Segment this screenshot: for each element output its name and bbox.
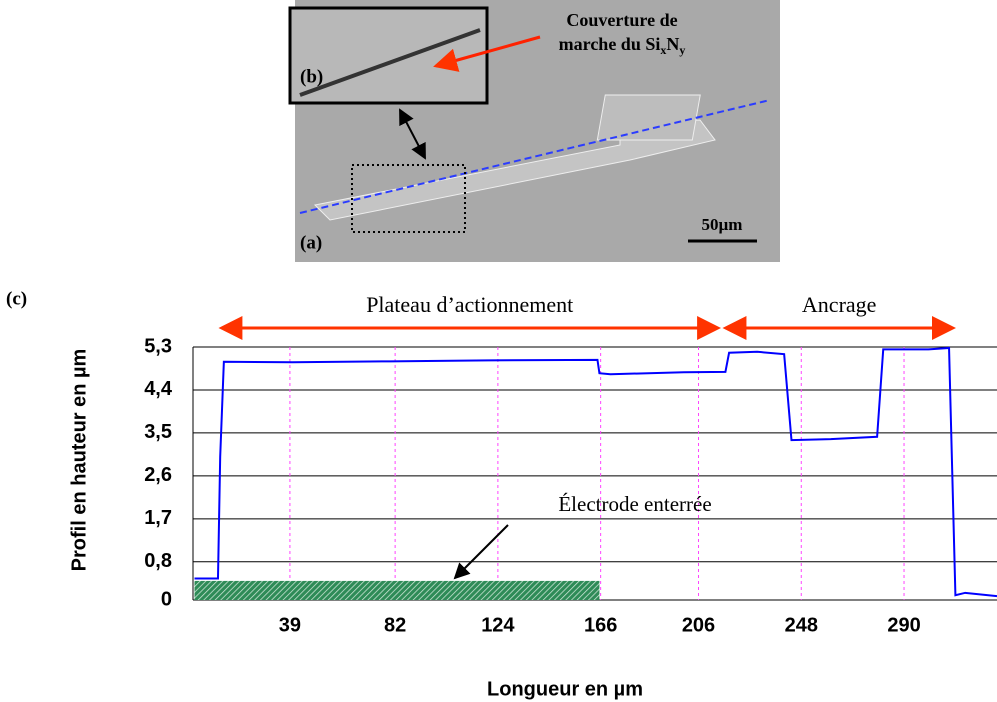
x-tick-label: 206 (682, 614, 715, 636)
caption: Couverture de (566, 10, 677, 30)
span-label: Ancrage (802, 292, 877, 317)
x-tick-label: 166 (584, 614, 617, 636)
profile-line (194, 346, 997, 598)
electrode (194, 580, 600, 600)
x-tick-label: 290 (887, 614, 920, 636)
caption-sub: x (660, 43, 666, 57)
sem-image (288, 0, 780, 262)
y-tick-label: 0 (161, 588, 172, 610)
y-tick-label: 5,3 (144, 335, 172, 357)
y-tick-label: 4,4 (144, 378, 173, 400)
x-tick-label: 248 (785, 614, 818, 636)
caption-part: N (666, 34, 679, 54)
y-tick-label: 1,7 (144, 507, 172, 529)
y-tick-label: 0,8 (144, 550, 172, 572)
x-tick-label: 39 (279, 614, 301, 636)
y-tick-label: 3,5 (144, 421, 172, 443)
electrode-arrow (453, 524, 509, 580)
electrode-label: Électrode enterrée (558, 492, 711, 516)
span-label: Plateau d’actionnement (366, 292, 573, 317)
label-b: (b) (300, 66, 323, 87)
label-c: (c) (6, 288, 27, 309)
label-a: (a) (300, 232, 322, 253)
caption-part: marche du Si (559, 34, 661, 54)
x-tick-label: 82 (384, 614, 406, 636)
y-axis-label: Profil en hauteur en µm (68, 349, 90, 572)
x-axis-label: Longueur en µm (487, 678, 643, 700)
caption: marche du SixNy (559, 34, 686, 57)
y-tick-label: 2,6 (144, 464, 172, 486)
x-tick-label: 124 (481, 614, 515, 636)
scale-bar-label: 50µm (702, 215, 743, 234)
caption-sub: y (679, 43, 685, 57)
